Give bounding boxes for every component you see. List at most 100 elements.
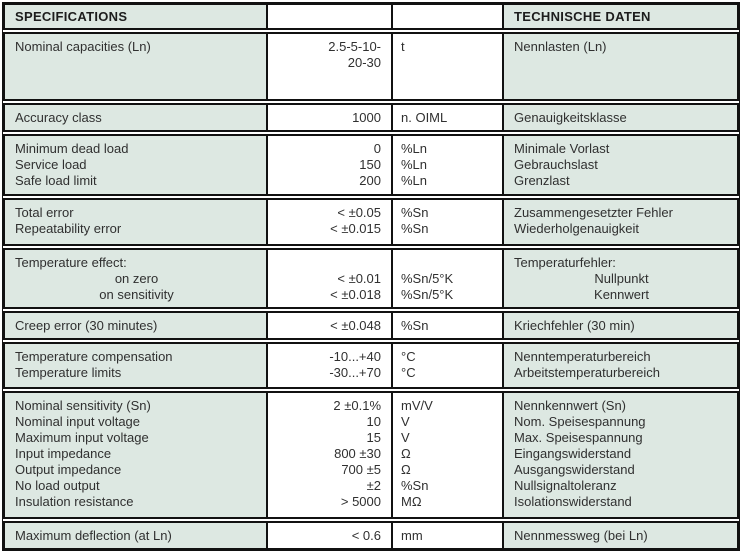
spec-label: Service load bbox=[15, 157, 87, 172]
spec-value: 700 ±5 bbox=[341, 462, 381, 477]
german-label: Kennwert bbox=[594, 287, 649, 302]
german-label: Ausgangswiderstand bbox=[514, 462, 635, 477]
unit-cell: %Ln %Ln %Ln bbox=[393, 136, 504, 194]
table-row-group: Total error Repeatability error < ±0.05 < ±… bbox=[3, 198, 739, 246]
table-row-group: Minimum dead load Service load Safe load l… bbox=[3, 134, 739, 196]
spec-unit: V bbox=[401, 414, 410, 429]
german-label: Nullpunkt bbox=[594, 271, 649, 286]
german-label: Minimale Vorlast bbox=[514, 141, 610, 156]
spec-unit: V bbox=[401, 430, 410, 445]
spec-unit: %Ln bbox=[401, 173, 428, 188]
spec-label: Nominal input voltage bbox=[15, 414, 141, 429]
spec-label: Input impedance bbox=[15, 446, 112, 461]
german-label: Grenzlast bbox=[514, 173, 570, 188]
german-label: Max. Speisespannung bbox=[514, 430, 643, 445]
spec-label: Maximum input voltage bbox=[15, 430, 149, 445]
spec-label: Accuracy class bbox=[15, 110, 102, 125]
header-cell-values bbox=[268, 5, 393, 28]
spec-unit: %Sn/5°K bbox=[401, 271, 454, 286]
value-cell: < ±0.01 < ±0.018 bbox=[268, 250, 393, 307]
value-cell: -10...+40 -30...+70 bbox=[268, 344, 393, 387]
label-cell: Temperature compensation Temperature limi… bbox=[5, 344, 268, 387]
spec-unit bbox=[401, 255, 494, 271]
german-label: Isolationswiderstand bbox=[514, 494, 632, 509]
table-row-group: Temperature compensation Temperature limi… bbox=[3, 342, 739, 389]
spec-label: Nominal capacities (Ln) bbox=[15, 39, 151, 54]
spec-label: Temperature effect: bbox=[15, 255, 127, 270]
spec-unit: %Ln bbox=[401, 157, 428, 172]
german-label: Nennlasten (Ln) bbox=[514, 39, 607, 54]
spec-unit: Ω bbox=[401, 462, 411, 477]
spec-value: < 0.6 bbox=[351, 528, 381, 543]
spec-unit: Ω bbox=[401, 446, 411, 461]
spec-value: -10...+40 bbox=[329, 349, 381, 364]
spec-label: Temperature compensation bbox=[15, 349, 173, 364]
table-row-group: Temperature effect: on zero on sensitivity… bbox=[3, 248, 739, 309]
spec-unit: %Sn bbox=[401, 205, 429, 220]
unit-cell: mm bbox=[393, 523, 504, 548]
spec-value: 800 ±30 bbox=[334, 446, 381, 461]
label-cell: Maximum deflection (at Ln) bbox=[5, 523, 268, 548]
spec-unit: mV/V bbox=[401, 398, 433, 413]
german-cell: Temperaturfehler: Nullpunkt Kennwert bbox=[504, 250, 737, 307]
german-label: Nennmessweg (bei Ln) bbox=[514, 528, 648, 543]
spec-label: Minimum dead load bbox=[15, 141, 129, 156]
spec-value: -30...+70 bbox=[329, 365, 381, 380]
spec-value: < ±0.015 bbox=[330, 221, 381, 236]
unit-cell: n. OIML bbox=[393, 105, 504, 130]
german-cell: Zusammengesetzter Fehler Wiederholgenauig… bbox=[504, 200, 737, 244]
table-row-group: Nominal sensitivity (Sn) Nominal input vo… bbox=[3, 391, 739, 519]
spec-unit: °C bbox=[401, 349, 416, 364]
unit-cell: mV/V V V Ω Ω %Sn MΩ bbox=[393, 393, 504, 517]
spec-value: 200 bbox=[359, 173, 381, 188]
spec-unit: %Sn bbox=[401, 478, 429, 493]
spec-unit: MΩ bbox=[401, 494, 422, 509]
spec-label: Maximum deflection (at Ln) bbox=[15, 528, 172, 543]
german-label: Temperaturfehler: bbox=[514, 255, 616, 270]
spec-value: < ±0.018 bbox=[330, 287, 381, 302]
spec-unit: %Sn bbox=[401, 318, 429, 333]
german-label: Kriechfehler (30 min) bbox=[514, 318, 635, 333]
spec-value: 2 ±0.1% bbox=[333, 398, 381, 413]
value-cell: 1000 bbox=[268, 105, 393, 130]
spec-label: on sensitivity bbox=[99, 287, 174, 302]
spec-value: ±2 bbox=[366, 478, 381, 493]
unit-cell: t bbox=[393, 34, 504, 99]
german-label: Eingangswiderstand bbox=[514, 446, 632, 461]
german-label: Nennkennwert (Sn) bbox=[514, 398, 626, 413]
value-cell: < 0.6 bbox=[268, 523, 393, 548]
value-cell: 0 150 200 bbox=[268, 136, 393, 194]
spec-value: 10 bbox=[366, 414, 381, 429]
table-row-group: Accuracy class 1000 n. OIML Genauigkeitskla… bbox=[3, 103, 739, 132]
spec-label: on zero bbox=[114, 271, 159, 286]
spec-label: Output impedance bbox=[15, 462, 122, 477]
spec-value: 15 bbox=[366, 430, 381, 445]
label-cell: Nominal sensitivity (Sn) Nominal input vo… bbox=[5, 393, 268, 517]
spec-label: Temperature limits bbox=[15, 365, 122, 380]
german-label: Nom. Speisespannung bbox=[514, 414, 646, 429]
table-row-group: Creep error (30 minutes) < ±0.048 %Sn Kriec… bbox=[3, 311, 739, 340]
header-specifications-text: SPECIFICATIONS bbox=[15, 9, 128, 24]
spec-unit: %Ln bbox=[401, 141, 428, 156]
table-header-row: SPECIFICATIONS TECHNISCHE DATEN bbox=[3, 3, 739, 30]
spec-value: 150 bbox=[359, 157, 381, 172]
label-cell: Temperature effect: on zero on sensitivity bbox=[5, 250, 268, 307]
spec-value: 1000 bbox=[352, 110, 381, 125]
label-cell: Nominal capacities (Ln) bbox=[5, 34, 268, 99]
label-cell: Creep error (30 minutes) bbox=[5, 313, 268, 338]
header-technische-daten-text: TECHNISCHE DATEN bbox=[514, 9, 651, 24]
spec-label: No load output bbox=[15, 478, 100, 493]
header-cell-units bbox=[393, 5, 504, 28]
spec-label: Total error bbox=[15, 205, 74, 220]
german-cell: Nennmessweg (bei Ln) bbox=[504, 523, 737, 548]
spec-unit: %Sn/5°K bbox=[401, 287, 454, 302]
label-cell: Total error Repeatability error bbox=[5, 200, 268, 244]
german-cell: Nennlasten (Ln) bbox=[504, 34, 737, 99]
german-label: Arbeitstemperaturbereich bbox=[514, 365, 660, 380]
german-label: Zusammengesetzter Fehler bbox=[514, 205, 673, 220]
value-cell: 2.5-5-10- 20-30 bbox=[268, 34, 393, 99]
spec-value: > 5000 bbox=[340, 494, 381, 509]
german-cell: Nennkennwert (Sn) Nom. Speisespannung Max.… bbox=[504, 393, 737, 517]
unit-cell: %Sn %Sn bbox=[393, 200, 504, 244]
